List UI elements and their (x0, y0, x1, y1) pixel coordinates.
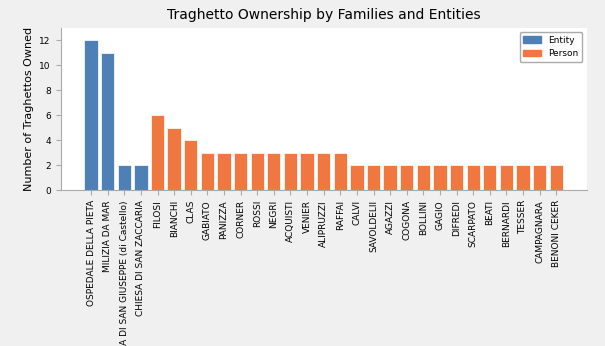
Bar (384, 165, 397, 190)
Bar (517, 165, 530, 190)
Bar (284, 153, 297, 190)
Bar (117, 165, 131, 190)
Bar (533, 165, 546, 190)
Bar (350, 165, 364, 190)
Bar (400, 165, 413, 190)
Bar (184, 140, 197, 190)
Bar (234, 153, 247, 190)
Bar (201, 153, 214, 190)
Bar (301, 153, 314, 190)
Bar (168, 128, 181, 190)
Bar (433, 165, 446, 190)
Bar (450, 165, 463, 190)
Bar (483, 165, 497, 190)
Bar (101, 53, 114, 190)
Bar (267, 153, 281, 190)
Legend: Entity, Person: Entity, Person (520, 32, 583, 62)
Bar (134, 165, 148, 190)
Title: Traghetto Ownership by Families and Entities: Traghetto Ownership by Families and Enti… (167, 8, 480, 22)
Bar (549, 165, 563, 190)
Bar (417, 165, 430, 190)
Bar (317, 153, 330, 190)
Bar (85, 40, 98, 190)
Y-axis label: Number of Traghettos Owned: Number of Traghettos Owned (24, 27, 34, 191)
Bar (333, 153, 347, 190)
Bar (151, 115, 164, 190)
Bar (217, 153, 231, 190)
Bar (367, 165, 380, 190)
Bar (500, 165, 513, 190)
Bar (466, 165, 480, 190)
Bar (250, 153, 264, 190)
